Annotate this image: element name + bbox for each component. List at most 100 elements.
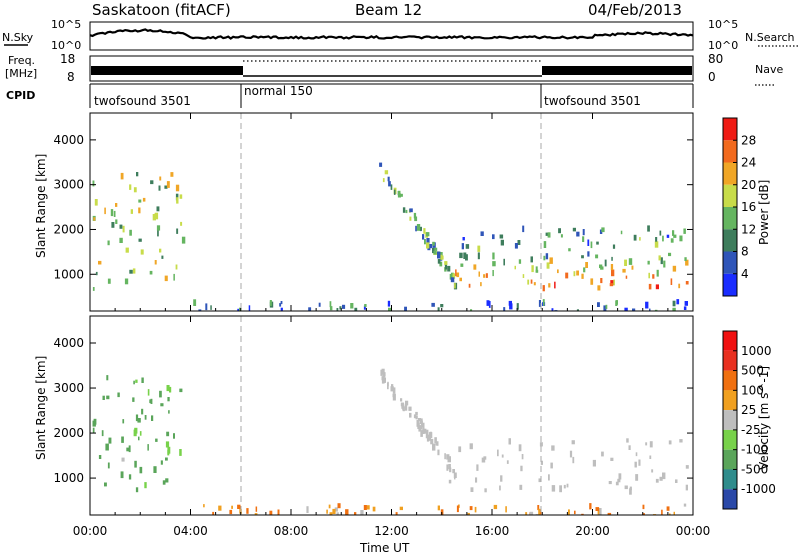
echo-cell — [95, 271, 98, 276]
echo-cell — [434, 437, 437, 444]
echo-cell — [115, 219, 118, 224]
echo-cell — [336, 512, 339, 515]
echo-cell — [164, 185, 168, 189]
echo-cell — [107, 278, 111, 284]
echo-cell — [519, 484, 523, 490]
echo-cell — [159, 248, 162, 253]
echo-cell — [424, 239, 426, 245]
echo-cell — [527, 279, 530, 285]
echo-cell — [424, 428, 427, 434]
echo-cell — [514, 243, 518, 249]
echo-cell — [426, 429, 429, 437]
echo-cell — [93, 418, 97, 425]
noise-strip: N.Sky 10^5 10^0 10^5 10^0 N.Search — [2, 18, 798, 52]
y-tick-label: 2000 — [53, 426, 84, 440]
echo-cell — [402, 207, 406, 213]
echo-cell — [426, 232, 430, 237]
colorbar-swatch — [723, 449, 737, 470]
echo-cell — [141, 408, 144, 415]
echo-cell — [392, 393, 395, 398]
echo-cell — [417, 422, 420, 429]
echo-cell — [554, 281, 556, 289]
echo-cell — [576, 309, 579, 311]
echo-cell — [444, 453, 446, 460]
echo-cell — [115, 203, 118, 207]
echo-cell — [198, 309, 202, 311]
echo-cell — [459, 252, 463, 259]
echo-cell — [237, 308, 240, 311]
y-tick-label: 4000 — [53, 336, 84, 350]
echo-cell — [142, 197, 146, 202]
echo-cell — [647, 225, 650, 232]
y-tick-label: 4000 — [53, 133, 84, 147]
echo-cell — [473, 264, 477, 270]
echo-cell — [683, 228, 686, 234]
echo-cell — [101, 430, 104, 437]
echo-cell — [670, 278, 673, 285]
echo-cell — [611, 256, 613, 261]
echo-cell — [104, 207, 106, 215]
colorbar-tick-label: 24 — [741, 156, 756, 170]
echo-cell — [672, 300, 676, 307]
echo-cell — [399, 506, 403, 511]
echo-cell — [422, 428, 425, 434]
echo-cell — [467, 512, 470, 515]
echo-cell — [239, 307, 242, 311]
echo-cell — [672, 307, 676, 311]
echo-cell — [492, 261, 496, 267]
noise-right-tick-low: 10^0 — [708, 39, 738, 52]
echo-cell — [610, 457, 614, 461]
echo-cell — [684, 257, 687, 261]
echo-cell — [212, 511, 215, 515]
echo-cell — [683, 306, 687, 310]
y-tick-label: 3000 — [53, 178, 84, 192]
echo-cell — [387, 383, 389, 390]
echo-cell — [582, 236, 585, 242]
echo-cell — [138, 238, 142, 242]
echo-cell — [539, 442, 543, 447]
echo-cell — [492, 270, 494, 277]
echo-cell — [610, 264, 614, 271]
echo-cell — [538, 478, 541, 483]
echo-cell — [381, 368, 385, 375]
echo-cell — [655, 284, 659, 290]
echo-cell — [363, 505, 367, 510]
echo-cell — [149, 270, 153, 275]
echo-cell — [129, 269, 133, 274]
echo-cell — [269, 300, 272, 306]
echo-cell — [634, 461, 637, 468]
echo-cell — [92, 180, 95, 187]
echo-cell — [409, 216, 412, 221]
echo-cell — [483, 274, 486, 278]
echo-cell — [432, 241, 435, 246]
echo-cell — [128, 445, 131, 453]
colorbar-tick-label: 12 — [741, 222, 756, 236]
echo-cell — [557, 269, 559, 274]
colorbar-tick-label: 28 — [741, 133, 756, 147]
echo-cell — [179, 449, 182, 456]
echo-cell — [685, 259, 689, 266]
echo-cell — [563, 484, 566, 489]
echo-cell — [531, 265, 534, 273]
echo-cell — [574, 510, 576, 515]
echo-cell — [576, 231, 580, 237]
noise-left-tick-high: 10^5 — [51, 18, 81, 31]
echo-cell — [514, 265, 516, 270]
echo-cell — [615, 300, 618, 306]
echo-cell — [237, 504, 241, 509]
echo-cell — [432, 247, 435, 254]
echo-cell — [685, 465, 689, 469]
echo-cell — [384, 170, 389, 175]
y-tick-label: 3000 — [53, 381, 84, 395]
echo-cell — [685, 484, 688, 491]
echo-cell — [560, 234, 563, 238]
echo-cell — [404, 403, 408, 411]
echo-cell — [152, 214, 156, 221]
echo-cell — [486, 300, 490, 306]
colorbar-tick-label: 16 — [741, 200, 756, 214]
echo-cell — [98, 260, 102, 265]
colorbar-swatch — [723, 469, 737, 490]
echo-cell — [431, 302, 435, 307]
echo-cell — [568, 509, 570, 515]
echo-cell — [540, 460, 543, 465]
